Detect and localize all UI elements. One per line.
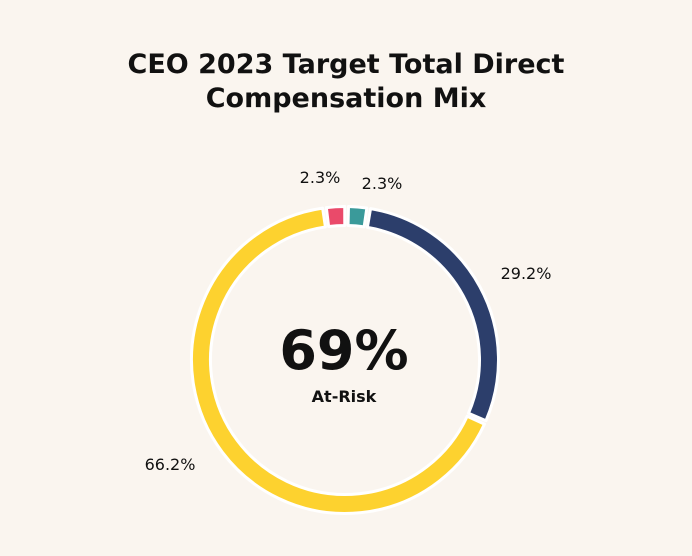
chart-title-line-1: CEO 2023 Target Total Direct: [127, 49, 565, 80]
donut-slice-2: [190, 206, 486, 515]
center-caption: At-Risk: [312, 387, 377, 406]
donut-slice-1: [365, 207, 500, 423]
donut-slices: [190, 205, 500, 515]
donut-slice-0: [346, 205, 369, 229]
center-value: 69%: [279, 319, 408, 382]
donut-slice-3: [324, 205, 347, 228]
chart-title: CEO 2023 Target Total Direct Compensatio…: [0, 48, 692, 116]
slice-label-2: 66.2%: [145, 455, 196, 474]
chart-title-line-2: Compensation Mix: [205, 83, 487, 114]
slice-label-3: 2.3%: [300, 168, 341, 187]
slice-label-0: 2.3%: [362, 174, 403, 193]
slice-labels: 2.3% 29.2% 66.2% 2.3%: [145, 168, 552, 474]
slice-label-1: 29.2%: [501, 264, 552, 283]
